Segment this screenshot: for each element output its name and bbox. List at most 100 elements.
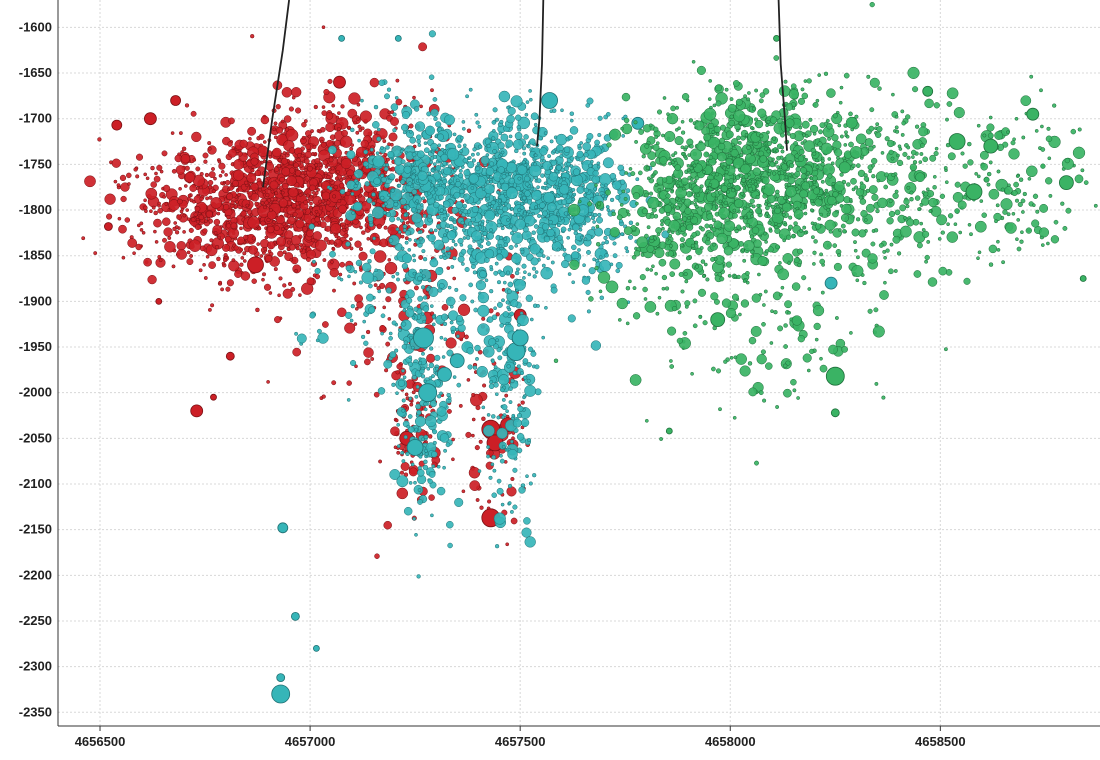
data-point	[490, 204, 494, 209]
data-point	[202, 228, 208, 234]
data-point	[288, 160, 294, 166]
data-point	[273, 135, 278, 140]
data-point	[546, 228, 555, 238]
data-point	[220, 169, 225, 174]
data-point	[526, 378, 531, 383]
data-point	[414, 415, 426, 427]
data-point	[803, 211, 808, 216]
data-point	[479, 505, 484, 510]
data-point	[433, 201, 440, 209]
data-point	[417, 488, 422, 492]
data-point	[214, 244, 220, 250]
data-point	[766, 214, 771, 219]
data-point	[352, 281, 357, 286]
data-point	[449, 353, 465, 369]
data-point	[475, 356, 479, 361]
data-point	[413, 306, 419, 312]
data-point	[421, 249, 426, 254]
data-point	[528, 97, 533, 102]
data-point	[624, 171, 629, 175]
data-point	[582, 263, 586, 268]
data-point	[360, 98, 364, 103]
data-point	[531, 189, 542, 201]
data-point	[612, 180, 622, 190]
data-point	[550, 260, 555, 265]
data-point	[468, 173, 479, 184]
data-point	[627, 234, 634, 240]
data-point	[431, 464, 436, 469]
data-point	[723, 200, 728, 205]
data-point	[360, 139, 369, 148]
data-point	[510, 517, 518, 525]
data-point	[715, 132, 720, 137]
data-point	[510, 476, 515, 482]
data-point	[418, 383, 438, 403]
data-point	[396, 363, 403, 370]
data-point	[482, 383, 487, 388]
data-point	[377, 289, 382, 294]
data-point	[422, 213, 427, 218]
data-point	[474, 445, 480, 451]
data-point	[858, 229, 867, 238]
data-point	[530, 257, 539, 266]
data-point	[402, 253, 412, 264]
data-point	[266, 225, 275, 234]
data-point	[369, 248, 376, 255]
data-point	[196, 219, 200, 224]
data-point	[408, 355, 413, 360]
data-point	[261, 272, 267, 277]
data-point	[754, 117, 759, 122]
data-point	[432, 162, 437, 166]
data-point	[502, 280, 507, 285]
data-point	[413, 327, 434, 349]
data-point	[291, 95, 296, 100]
data-point	[423, 407, 428, 412]
data-point	[414, 532, 418, 537]
data-point	[222, 243, 230, 252]
data-point	[345, 191, 351, 197]
data-point	[376, 127, 381, 132]
data-point	[395, 78, 400, 83]
data-point	[322, 258, 327, 263]
data-point	[750, 151, 755, 156]
data-point	[223, 253, 228, 258]
data-point	[526, 362, 532, 368]
data-point	[800, 87, 805, 92]
data-point	[326, 211, 331, 216]
data-point	[411, 189, 418, 195]
data-point	[498, 244, 503, 248]
data-point	[493, 512, 506, 525]
data-point	[497, 166, 505, 174]
data-point	[319, 206, 323, 211]
data-point	[755, 207, 762, 215]
data-point	[188, 239, 202, 252]
data-point	[478, 439, 483, 444]
data-point	[373, 283, 378, 288]
data-point	[431, 314, 436, 319]
data-point	[346, 398, 351, 402]
data-point	[883, 280, 887, 285]
data-point	[839, 172, 844, 177]
data-point	[491, 128, 496, 133]
data-point	[525, 294, 533, 302]
data-point	[382, 210, 387, 215]
data-point	[850, 177, 857, 185]
data-point	[521, 527, 532, 538]
data-point	[604, 253, 609, 258]
data-point	[524, 536, 536, 548]
data-point	[575, 157, 580, 162]
data-point	[558, 149, 563, 154]
data-point	[492, 107, 498, 113]
data-point	[417, 469, 425, 477]
data-point	[239, 139, 248, 148]
data-point	[508, 177, 516, 185]
data-point	[789, 162, 795, 169]
data-point	[416, 209, 421, 214]
data-point	[290, 286, 296, 292]
data-point	[828, 229, 833, 234]
data-point	[601, 194, 606, 198]
data-point	[97, 137, 102, 142]
data-point	[296, 333, 307, 344]
data-point	[422, 305, 430, 312]
data-point	[499, 178, 505, 184]
